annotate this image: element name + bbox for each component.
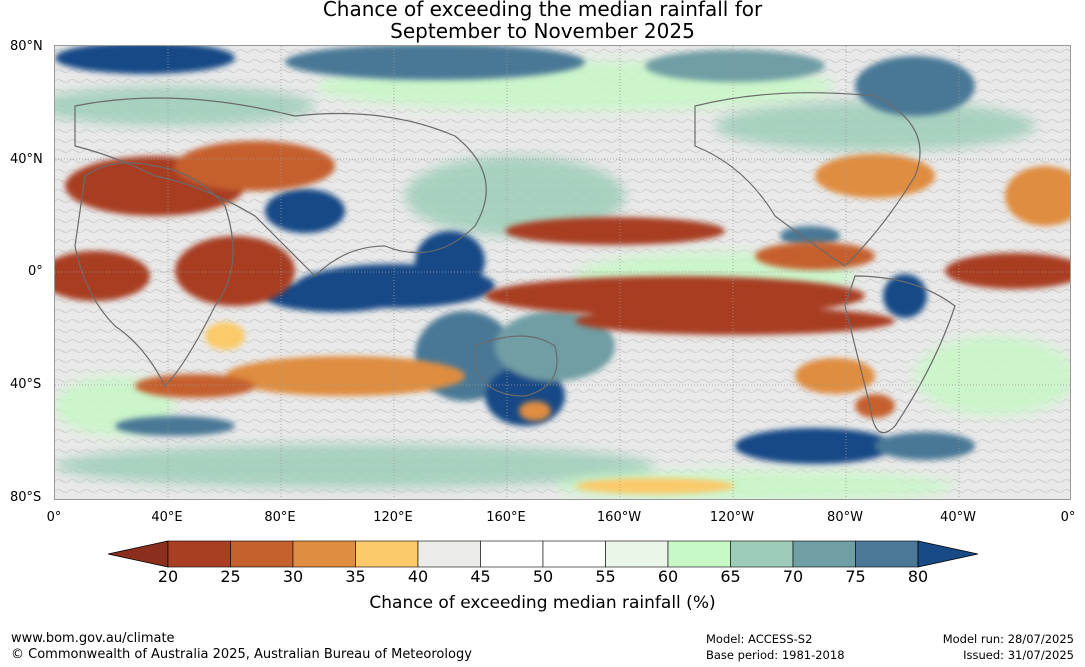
issued-text: Issued: 31/07/2025 xyxy=(963,648,1074,662)
colorbar-tick-label: 75 xyxy=(845,567,866,586)
lat-label-80s: 80°S xyxy=(10,490,42,505)
colorbar-high-arrow xyxy=(917,540,979,568)
website-text: www.bom.gov.au/climate xyxy=(11,631,175,646)
colorbar-cell xyxy=(667,540,731,568)
north-america-coast xyxy=(694,92,921,267)
copyright-text: © Commonwealth of Australia 2025, Austra… xyxy=(11,647,472,662)
lon-label-160w: 160°W xyxy=(596,510,642,525)
colorbar-cell xyxy=(605,540,669,568)
lon-label-40e: 40°E xyxy=(151,510,183,525)
colorbar-graphic xyxy=(107,540,979,568)
colorbar-tick-label: 25 xyxy=(220,567,241,586)
lon-label-0-left: 0° xyxy=(46,510,62,525)
colorbar-tick-label: 45 xyxy=(470,567,491,586)
lat-label-40n: 40°N xyxy=(10,152,43,167)
dry-anomaly-regions xyxy=(55,141,1070,494)
lat-label-40s: 40°S xyxy=(10,377,42,392)
lat-label-equator: 0° xyxy=(28,264,43,279)
lon-label-120w: 120°W xyxy=(709,510,755,525)
colorbar-cell xyxy=(292,540,356,568)
colorbar xyxy=(107,539,979,569)
colorbar-tick-label: 80 xyxy=(907,567,929,586)
colorbar-cell xyxy=(417,540,481,568)
colorbar-low-arrow xyxy=(107,540,169,568)
colorbar-tick-label: 35 xyxy=(345,567,366,586)
map-title-line-1: Chance of exceeding the median rainfall … xyxy=(322,0,763,21)
colorbar-tick-label: 55 xyxy=(595,567,616,586)
colorbar-tick-label: 20 xyxy=(157,567,179,586)
africa-coast xyxy=(74,162,234,388)
colorbar-cell xyxy=(542,540,606,568)
colorbar-cells xyxy=(167,540,919,568)
colorbar-cell xyxy=(855,540,919,568)
wet-anomaly-regions xyxy=(55,46,975,464)
graticule xyxy=(55,46,1070,499)
lon-label-120e: 120°E xyxy=(373,510,413,525)
colorbar-tick-label: 50 xyxy=(532,567,554,586)
lon-label-0-right: 0° xyxy=(1060,510,1076,525)
colorbar-cell xyxy=(792,540,856,568)
model-run-text: Model run: 28/07/2025 xyxy=(942,632,1074,646)
map-title-line-2: September to November 2025 xyxy=(390,19,695,43)
colorbar-cell xyxy=(167,540,231,568)
colorbar-tick-label: 40 xyxy=(407,567,429,586)
lon-label-160e: 160°E xyxy=(486,510,526,525)
lon-label-80w: 80°W xyxy=(827,510,863,525)
eurasia-coast xyxy=(74,97,487,277)
south-america-coast xyxy=(844,275,956,434)
colorbar-tick-label: 60 xyxy=(657,567,679,586)
colorbar-tick-label: 65 xyxy=(720,567,741,586)
lat-label-80n: 80°N xyxy=(10,39,43,54)
map-canvas xyxy=(55,46,1070,499)
model-text: Model: ACCESS-S2 xyxy=(706,632,813,646)
rainfall-probability-map xyxy=(54,45,1071,500)
colorbar-cell xyxy=(480,540,544,568)
base-period-text: Base period: 1981-2018 xyxy=(706,648,845,662)
lon-label-80e: 80°E xyxy=(264,510,296,525)
colorbar-cell xyxy=(230,540,294,568)
colorbar-label: Chance of exceeding median rainfall (%) xyxy=(369,593,716,613)
colorbar-cell xyxy=(730,540,794,568)
lon-label-40w: 40°W xyxy=(940,510,976,525)
colorbar-cell xyxy=(355,540,419,568)
colorbar-tick-label: 70 xyxy=(782,567,804,586)
coastlines xyxy=(74,92,956,434)
australia-coast xyxy=(474,335,558,397)
colorbar-tick-label: 30 xyxy=(282,567,304,586)
